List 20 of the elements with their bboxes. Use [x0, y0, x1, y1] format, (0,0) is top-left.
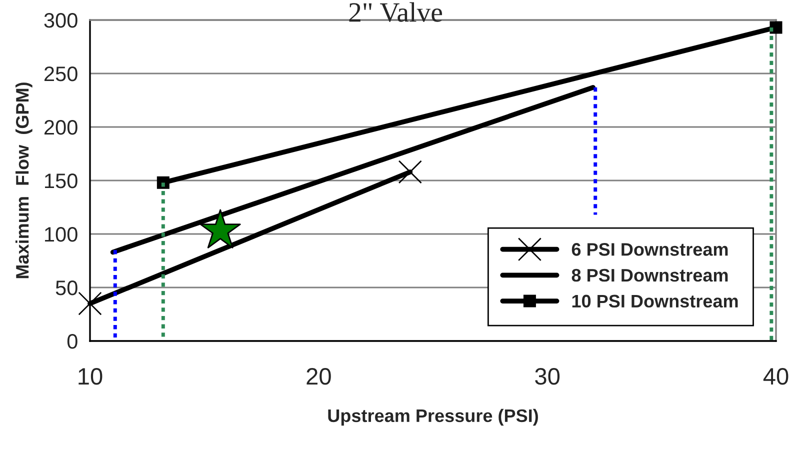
y-tick-label: 200	[44, 120, 78, 135]
x-tick-label: 20	[306, 368, 331, 385]
point	[398, 160, 422, 184]
x-tick-label: 10	[78, 368, 102, 385]
legend-label: 10 PSI Downstream	[572, 294, 738, 308]
point	[770, 21, 782, 34]
chart-title: 2" Valve	[349, 2, 442, 22]
y-tick-label: 300	[44, 13, 78, 28]
x-tick-label: 30	[535, 368, 560, 385]
point	[78, 292, 102, 316]
y-tick-label: 150	[45, 174, 78, 188]
legend-label: 8 PSI Downstream	[572, 268, 728, 282]
legend-label: 6 PSI Downstream	[572, 243, 728, 256]
x-tick-label: 40	[763, 368, 788, 385]
y-tick-label: 250	[44, 66, 78, 82]
x-axis-title: Upstream Pressure (PSI)	[328, 408, 538, 426]
y-tick-label: 0	[67, 334, 78, 349]
y-tick-label: 50	[56, 280, 78, 296]
y-axis-title: Maximum Flow (GPM)	[15, 82, 32, 278]
y-tick-label: 100	[45, 227, 78, 242]
